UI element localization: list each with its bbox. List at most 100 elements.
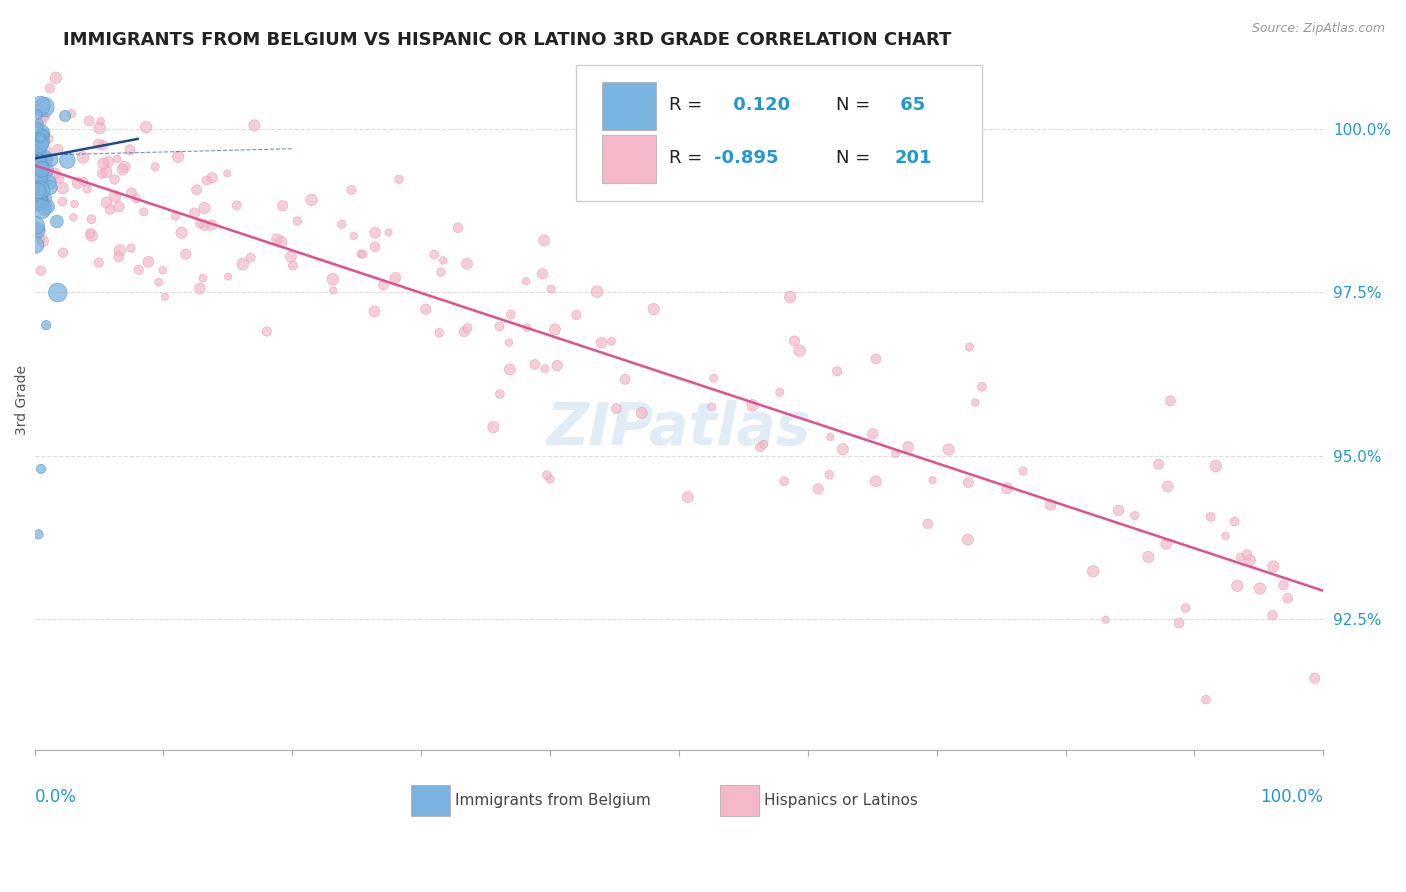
Point: [959, 340, 981, 354]
Point: [995, 481, 1018, 495]
Point: [30, 263, 52, 277]
Point: [30, 173, 52, 187]
Point: [256, 325, 278, 339]
Point: [27, 153, 49, 167]
Point: [488, 319, 510, 334]
Point: [41, 153, 63, 167]
Point: [194, 201, 217, 215]
Point: [80, 212, 103, 227]
Point: [118, 143, 141, 157]
Point: [46, 285, 69, 300]
Point: [24, 169, 46, 184]
Point: [352, 247, 374, 261]
FancyBboxPatch shape: [576, 64, 981, 201]
Text: 0.0%: 0.0%: [35, 789, 76, 806]
Point: [897, 440, 920, 454]
Point: [239, 251, 262, 265]
Point: [31, 162, 53, 177]
Point: [30, 127, 52, 141]
Point: [516, 320, 538, 334]
Point: [52, 245, 75, 260]
Point: [170, 226, 193, 240]
Point: [499, 362, 522, 376]
Point: [25, 181, 48, 195]
Point: [1229, 550, 1251, 565]
Point: [38, 176, 60, 190]
Text: 0.120: 0.120: [727, 96, 790, 114]
Point: [27, 145, 49, 160]
Point: [105, 152, 128, 166]
Point: [27, 527, 49, 541]
Point: [37, 144, 59, 158]
Point: [456, 257, 478, 271]
Text: 65: 65: [894, 96, 925, 114]
Point: [1223, 515, 1246, 529]
Point: [865, 475, 887, 489]
Point: [201, 218, 224, 232]
Point: [120, 241, 142, 255]
Point: [28, 192, 51, 206]
Point: [167, 150, 190, 164]
Point: [430, 265, 453, 279]
Point: [1226, 579, 1249, 593]
Point: [499, 308, 522, 322]
Point: [39, 81, 62, 95]
Point: [285, 214, 308, 228]
Point: [1215, 529, 1237, 543]
Point: [427, 326, 450, 340]
Point: [25, 174, 48, 188]
Point: [280, 250, 302, 264]
Point: [76, 182, 98, 196]
Point: [80, 228, 103, 243]
Text: N =: N =: [837, 149, 876, 167]
Point: [31, 161, 53, 176]
Point: [30, 178, 52, 192]
Point: [340, 183, 363, 197]
Point: [28, 163, 51, 178]
Point: [373, 278, 395, 293]
Point: [27, 163, 49, 178]
Point: [24, 219, 46, 233]
Point: [343, 229, 366, 244]
Point: [1156, 479, 1178, 493]
Point: [121, 186, 143, 200]
Point: [96, 165, 118, 179]
Point: [217, 269, 239, 284]
Point: [957, 475, 980, 490]
Point: [515, 274, 537, 288]
Point: [970, 380, 993, 394]
Point: [25, 143, 48, 157]
Point: [91, 138, 114, 153]
Point: [34, 109, 56, 123]
Point: [186, 183, 208, 197]
Point: [25, 139, 48, 153]
Point: [783, 334, 806, 348]
Text: Immigrants from Belgium: Immigrants from Belgium: [454, 793, 651, 808]
Point: [281, 259, 304, 273]
Point: [183, 206, 205, 220]
Point: [35, 318, 58, 333]
Point: [1199, 510, 1222, 524]
Point: [31, 176, 53, 190]
Point: [30, 99, 52, 113]
Point: [1239, 553, 1261, 567]
Point: [32, 184, 55, 198]
Point: [1263, 559, 1285, 574]
Point: [25, 159, 48, 173]
Point: [32, 128, 55, 142]
Point: [591, 335, 613, 350]
Point: [27, 120, 49, 135]
Point: [30, 155, 52, 169]
Point: [28, 138, 51, 153]
Point: [66, 176, 89, 190]
Point: [1154, 537, 1177, 551]
Point: [498, 335, 520, 350]
Point: [143, 160, 166, 174]
Point: [884, 446, 907, 460]
Point: [104, 189, 127, 203]
Text: -0.895: -0.895: [714, 149, 778, 167]
Point: [63, 197, 86, 211]
Point: [153, 290, 176, 304]
Point: [188, 217, 211, 231]
Point: [34, 151, 56, 165]
